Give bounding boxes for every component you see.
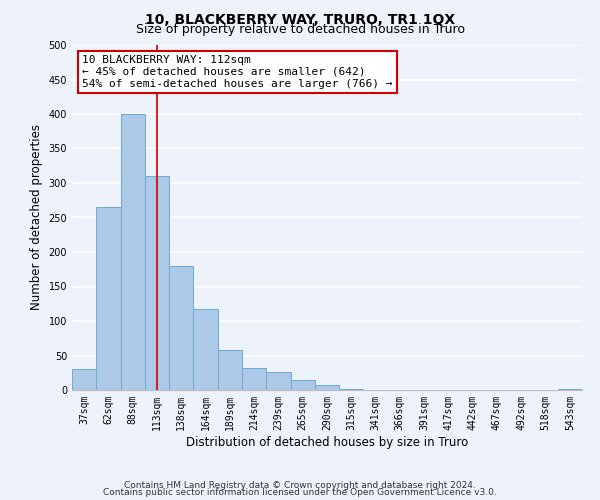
Bar (193, 310, 218, 390)
Bar (558, 388, 582, 390)
Bar (121, 114, 145, 390)
Text: 10, BLACKBERRY WAY, TRURO, TR1 1QX: 10, BLACKBERRY WAY, TRURO, TR1 1QX (145, 12, 455, 26)
Text: Size of property relative to detached houses in Truro: Size of property relative to detached ho… (136, 22, 464, 36)
Text: Contains HM Land Registry data © Crown copyright and database right 2024.: Contains HM Land Registry data © Crown c… (124, 480, 476, 490)
X-axis label: Distribution of detached houses by size in Truro: Distribution of detached houses by size … (186, 436, 468, 448)
Y-axis label: Number of detached properties: Number of detached properties (30, 124, 43, 310)
Bar (96, 207, 121, 390)
Bar (218, 350, 242, 390)
Bar (72, 370, 96, 390)
Text: Contains public sector information licensed under the Open Government Licence v3: Contains public sector information licen… (103, 488, 497, 497)
Bar (169, 266, 193, 390)
Bar (315, 385, 339, 390)
Bar (242, 368, 266, 390)
Bar (266, 372, 290, 390)
Bar (145, 176, 169, 390)
Bar (290, 380, 315, 390)
Text: 10 BLACKBERRY WAY: 112sqm
← 45% of detached houses are smaller (642)
54% of semi: 10 BLACKBERRY WAY: 112sqm ← 45% of detac… (82, 56, 392, 88)
